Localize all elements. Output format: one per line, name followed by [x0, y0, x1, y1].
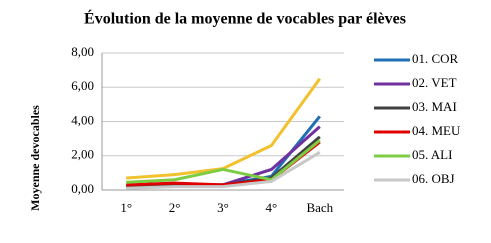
series-line — [126, 135, 321, 189]
x-tick-label: Bach — [306, 200, 333, 215]
y-tick-label: 2,00 — [71, 147, 94, 162]
series-line — [126, 139, 321, 184]
y-tick-label: 6,00 — [71, 78, 94, 93]
legend-label: 02. VET — [412, 75, 457, 90]
x-tick-label: 4° — [266, 200, 278, 215]
legend-label: 04. MEU — [412, 123, 461, 138]
series-line — [126, 125, 321, 189]
chart-title: Évolution de la moyenne de vocables par … — [84, 9, 406, 28]
x-tick-label: 1° — [120, 200, 132, 215]
y-axis-label: Moyenne devocables — [28, 105, 42, 211]
y-tick-label: 0,00 — [71, 181, 94, 196]
series-line — [126, 151, 321, 190]
x-tick-label: 3° — [217, 200, 229, 215]
y-tick-label: 8,00 — [71, 44, 94, 59]
legend-label: 06. OBJ — [412, 171, 455, 186]
legend-label: 01. COR — [412, 51, 459, 66]
x-tick-label: 2° — [169, 200, 181, 215]
y-tick-label: 4,00 — [71, 112, 94, 127]
legend-label: 05. ALI — [412, 147, 452, 162]
legend-label: 03. MAI — [412, 99, 457, 114]
